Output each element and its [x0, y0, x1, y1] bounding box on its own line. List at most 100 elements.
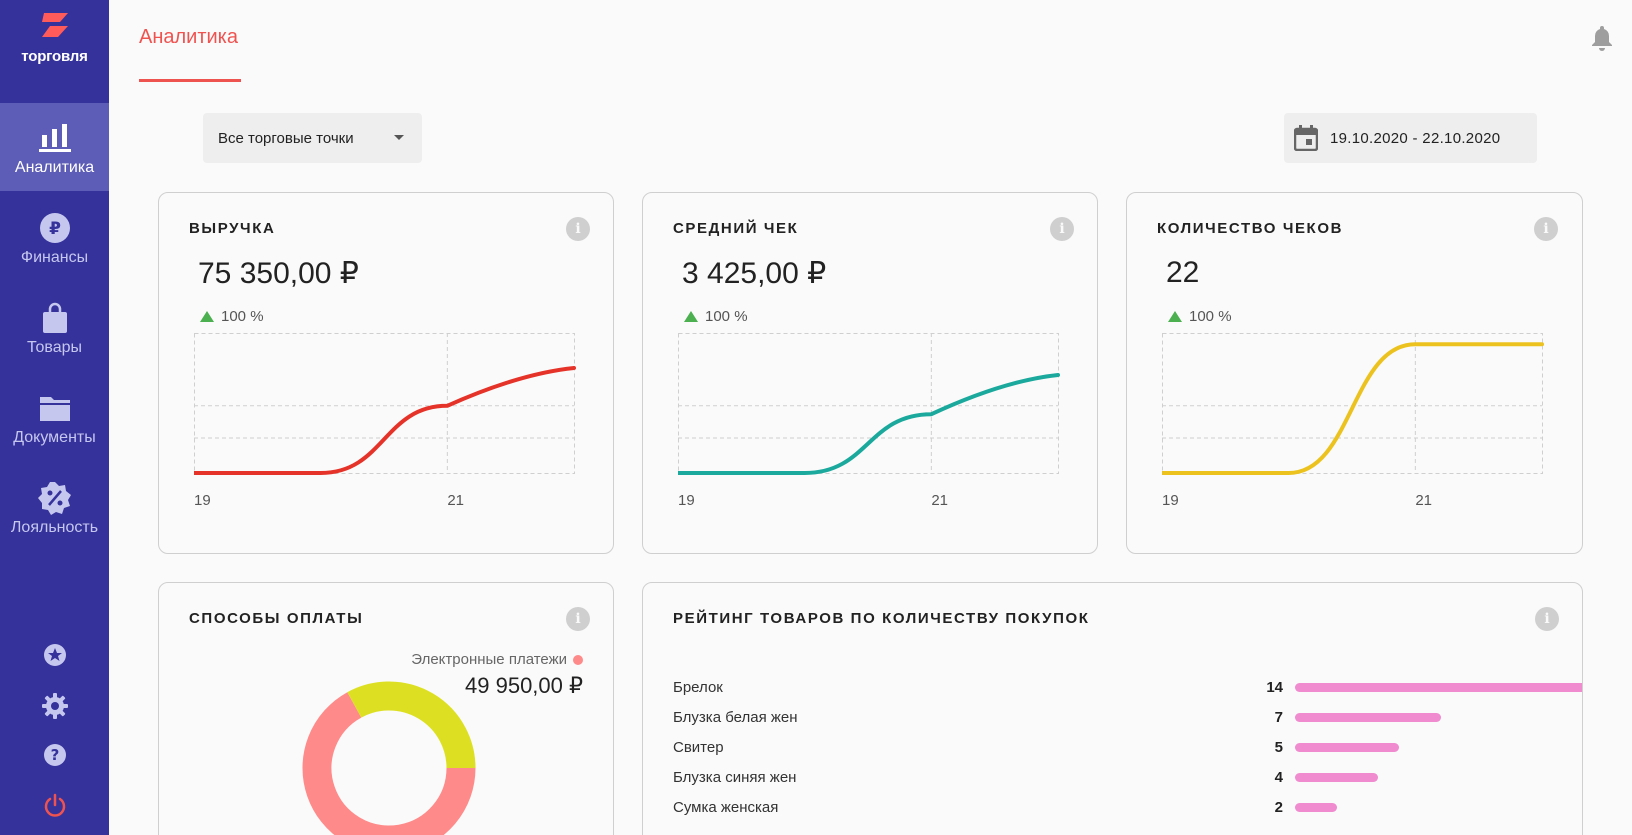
payment-donut-chart[interactable] — [299, 678, 479, 835]
metric-card-average-check: СРЕДНИЙ ЧЕК i 3 425,00 ₽ 100 % 19 21 — [642, 192, 1098, 554]
metric-value: 3 425,00 ₽ — [682, 257, 827, 290]
x-tick-label: 21 — [931, 492, 948, 509]
rating-row: Сумка женская 2 — [673, 795, 1573, 825]
power-icon — [44, 793, 65, 817]
card-title: РЕЙТИНГ ТОВАРОВ ПО КОЛИЧЕСТВУ ПОКУПОК — [673, 610, 1090, 627]
sidebar: торговля Аналитика ₽ Финансы — [0, 0, 109, 835]
favorites-button[interactable] — [0, 643, 109, 667]
notifications-button[interactable] — [1590, 24, 1614, 57]
sidebar-item-products[interactable]: Товары — [0, 283, 109, 371]
purchase-count: 2 — [1274, 799, 1283, 816]
series-line — [194, 366, 576, 475]
info-icon[interactable]: i — [1534, 217, 1558, 241]
chart-grid — [194, 333, 575, 474]
active-tab-indicator — [139, 79, 241, 82]
star-icon — [43, 644, 66, 666]
series-line — [678, 373, 1060, 475]
logo[interactable]: торговля — [0, 10, 109, 65]
x-tick-label: 19 — [1162, 492, 1179, 509]
logo-text: торговля — [21, 48, 88, 65]
sidebar-item-finance[interactable]: ₽ Финансы — [0, 193, 109, 281]
rating-bar — [1295, 713, 1441, 722]
sidebar-item-documents[interactable]: Документы — [0, 373, 109, 461]
legend-value: 49 950,00 ₽ — [465, 673, 583, 698]
product-name: Блузка белая жен — [673, 709, 798, 726]
gear-icon — [41, 693, 68, 719]
purchase-count: 4 — [1274, 769, 1283, 786]
discount-badge-icon — [37, 481, 72, 515]
product-rating-card: РЕЙТИНГ ТОВАРОВ ПО КОЛИЧЕСТВУ ПОКУПОК i … — [642, 582, 1583, 835]
rating-row: Брелок 14 — [673, 675, 1582, 705]
date-range-value: 19.10.2020 - 22.10.2020 — [1330, 129, 1501, 147]
revenue-line-chart: 19 21 — [194, 333, 576, 509]
rating-bar — [1295, 803, 1337, 812]
trend-percent: 100 % — [221, 308, 264, 325]
card-title: СРЕДНИЙ ЧЕК — [673, 220, 799, 237]
card-title: СПОСОБЫ ОПЛАТЫ — [189, 610, 364, 627]
rating-bar — [1295, 743, 1399, 752]
checks-count-line-chart: 19 21 — [1162, 333, 1544, 509]
legend-label: Электронные платежи — [411, 651, 583, 668]
trend-indicator: 100 % — [1168, 308, 1232, 325]
bell-icon — [1592, 26, 1612, 51]
legend-dot — [573, 654, 583, 665]
sidebar-item-label: Аналитика — [14, 159, 95, 176]
logout-button[interactable] — [0, 793, 109, 819]
calendar-icon — [1294, 125, 1318, 151]
shopping-bag-icon — [38, 301, 72, 335]
sidebar-item-label: Лояльность — [10, 519, 99, 536]
series-line — [1162, 342, 1544, 475]
svg-text:₽: ₽ — [49, 219, 61, 239]
ruble-icon: ₽ — [38, 211, 72, 245]
purchase-count: 5 — [1274, 739, 1283, 756]
average-check-line-chart: 19 21 — [678, 333, 1060, 509]
info-icon[interactable]: i — [566, 607, 590, 631]
trend-indicator: 100 % — [200, 308, 264, 325]
bar-chart-icon — [38, 121, 72, 155]
help-button[interactable]: ? — [0, 743, 109, 767]
trend-percent: 100 % — [705, 308, 748, 325]
rating-bar — [1295, 683, 1582, 692]
arrow-up-icon — [1168, 311, 1182, 322]
legend-text: Электронные платежи — [411, 651, 567, 668]
sidebar-item-analytics[interactable]: Аналитика — [0, 103, 109, 191]
rating-row: Блузка синяя жен 4 — [673, 765, 1573, 795]
arrow-up-icon — [684, 311, 698, 322]
card-title: ВЫРУЧКА — [189, 220, 276, 237]
rating-row: Блузка белая жен 7 — [673, 705, 1573, 735]
x-tick-label: 21 — [1415, 492, 1432, 509]
sidebar-item-label: Документы — [13, 429, 96, 446]
sidebar-item-loyalty[interactable]: Лояльность — [0, 463, 109, 551]
x-tick-label: 19 — [194, 492, 211, 509]
chart-grid — [1162, 333, 1543, 474]
date-range-picker[interactable]: 19.10.2020 - 22.10.2020 — [1284, 113, 1537, 163]
info-icon[interactable]: i — [1050, 217, 1074, 241]
metric-card-revenue: ВЫРУЧКА i 75 350,00 ₽ 100 % 19 21 — [158, 192, 614, 554]
purchase-count: 7 — [1274, 709, 1283, 726]
tab-analytics[interactable]: Аналитика — [139, 26, 238, 48]
rating-bar — [1295, 773, 1378, 782]
x-tick-label: 19 — [678, 492, 695, 509]
chart-grid — [678, 333, 1059, 474]
metric-card-checks-count: КОЛИЧЕСТВО ЧЕКОВ i 22 100 % 19 21 — [1126, 192, 1583, 554]
help-icon: ? — [43, 744, 66, 766]
product-name: Свитер — [673, 739, 724, 756]
product-name: Блузка синяя жен — [673, 769, 797, 786]
metric-value: 75 350,00 ₽ — [198, 257, 359, 290]
donut-segment[interactable] — [347, 681, 476, 769]
store-select[interactable]: Все торговые точки — [203, 113, 422, 163]
donut-segment[interactable] — [302, 692, 476, 835]
card-title: КОЛИЧЕСТВО ЧЕКОВ — [1157, 220, 1344, 237]
svg-text:?: ? — [50, 746, 59, 764]
chevron-down-icon — [394, 135, 404, 140]
info-icon[interactable]: i — [1535, 607, 1559, 631]
product-name: Брелок — [673, 679, 723, 696]
payment-methods-card: СПОСОБЫ ОПЛАТЫ i Электронные платежи 49 … — [158, 582, 614, 835]
sidebar-item-label: Товары — [26, 339, 83, 356]
settings-button[interactable] — [0, 693, 109, 719]
product-name: Сумка женская — [673, 799, 779, 816]
info-icon[interactable]: i — [566, 217, 590, 241]
sidebar-item-label: Финансы — [20, 249, 89, 266]
trend-indicator: 100 % — [684, 308, 748, 325]
metric-value: 22 — [1166, 256, 1200, 289]
